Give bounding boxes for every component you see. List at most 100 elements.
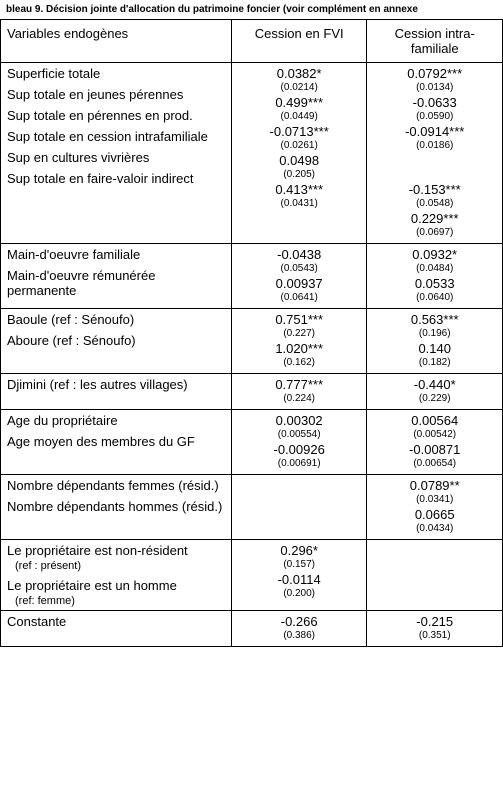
value-cell-col2: 0.0932*(0.0484) 0.0533(0.0640)	[367, 244, 503, 309]
standard-error: (0.0590)	[373, 111, 496, 122]
table-caption: bleau 9. Décision jointe d'allocation du…	[0, 0, 503, 19]
value-cell-col1: 0.00302(0.00554)-0.00926(0.00691)	[231, 410, 367, 475]
value-cell-col2: 0.0789**(0.0341)0.0665(0.0434)	[367, 475, 503, 540]
standard-error: (0.00542)	[373, 429, 496, 440]
variable-label: Sup en cultures vivrières	[7, 150, 225, 165]
variable-cell: Le propriétaire est non-résident (ref : p…	[1, 540, 232, 611]
value-cell-col2: -0.215(0.351)	[367, 611, 503, 647]
coefficient: 0.00937	[238, 276, 361, 291]
coefficient	[238, 211, 361, 226]
header-col2: Cession intra-familiale	[367, 20, 503, 63]
variable-label: Age moyen des membres du GF	[7, 434, 225, 449]
coefficient: 0.00302	[238, 413, 361, 428]
variable-label: Age du propriétaire	[7, 413, 225, 428]
variable-label: Djimini (ref : les autres villages)	[7, 377, 225, 392]
value-cell-col2: 0.563***(0.196)0.140(0.182)	[367, 309, 503, 374]
coefficient: 0.563***	[373, 312, 496, 327]
variable-label: Constante	[7, 614, 225, 629]
standard-error: (0.0449)	[238, 111, 361, 122]
regression-table: Variables endogènes Cession en FVI Cessi…	[0, 19, 503, 647]
coefficient: 0.0789**	[373, 478, 496, 493]
variable-cell: Constante	[1, 611, 232, 647]
standard-error: (0.0543)	[238, 263, 361, 274]
variable-label: Sup totale en pérennes en prod.	[7, 108, 225, 123]
standard-error: (0.196)	[373, 328, 496, 339]
variable-label: Superficie totale	[7, 66, 225, 81]
value-cell-col1: 0.751***(0.227)1.020***(0.162)	[231, 309, 367, 374]
variable-label: Sup totale en jeunes pérennes	[7, 87, 225, 102]
standard-error: (0.0261)	[238, 140, 361, 151]
coefficient: 1.020***	[238, 341, 361, 356]
coefficient: 0.296*	[238, 543, 361, 558]
coefficient: -0.215	[373, 614, 496, 629]
table-row: Age du propriétaire Age moyen des membres…	[1, 410, 503, 475]
table-row: Main-d'oeuvre familiale Main-d'oeuvre rém…	[1, 244, 503, 309]
table-row: Djimini (ref : les autres villages) 0.777…	[1, 374, 503, 410]
standard-error: (0.205)	[238, 169, 361, 180]
standard-error: (0.0214)	[238, 82, 361, 93]
coefficient: 0.751***	[238, 312, 361, 327]
value-cell-col2: -0.440*(0.229)	[367, 374, 503, 410]
table-row: Nombre dépendants femmes (résid.) Nombre …	[1, 475, 503, 540]
standard-error: (0.386)	[238, 630, 361, 641]
standard-error: (0.0548)	[373, 198, 496, 209]
value-cell-col1: 0.777***(0.224)	[231, 374, 367, 410]
variable-ref: (ref: femme)	[15, 595, 225, 607]
coefficient: 0.00564	[373, 413, 496, 428]
standard-error: (0.0431)	[238, 198, 361, 209]
standard-error: (0.00554)	[238, 429, 361, 440]
variable-label: Aboure (ref : Sénoufo)	[7, 333, 225, 348]
standard-error: (0.0697)	[373, 227, 496, 238]
value-cell-col2: 0.00564(0.00542)-0.00871(0.00654)	[367, 410, 503, 475]
variable-label: Le propriétaire est non-résident	[7, 543, 225, 558]
standard-error: (0.162)	[238, 357, 361, 368]
value-cell-col1: -0.0438(0.0543)0.00937(0.0641)	[231, 244, 367, 309]
table-row: Le propriétaire est non-résident (ref : p…	[1, 540, 503, 611]
header-row: Variables endogènes Cession en FVI Cessi…	[1, 20, 503, 63]
value-cell-col2: 0.0792***(0.0134)-0.0633(0.0590)-0.0914*…	[367, 63, 503, 244]
variable-label: Nombre dépendants femmes (résid.)	[7, 478, 225, 493]
table-row: Superficie totale Sup totale en jeunes pé…	[1, 63, 503, 244]
value-cell-col1	[231, 475, 367, 540]
variable-label: Main-d'oeuvre rémunérée permanente	[7, 268, 225, 298]
standard-error: (0.200)	[238, 588, 361, 599]
variable-label: Baoule (ref : Sénoufo)	[7, 312, 225, 327]
coefficient: -0.0713***	[238, 124, 361, 139]
coefficient	[373, 543, 496, 558]
variable-cell: Baoule (ref : Sénoufo) Aboure (ref : Séno…	[1, 309, 232, 374]
standard-error: (0.0484)	[373, 263, 496, 274]
standard-error: (0.351)	[373, 630, 496, 641]
variable-cell: Djimini (ref : les autres villages)	[1, 374, 232, 410]
variable-cell: Nombre dépendants femmes (résid.) Nombre …	[1, 475, 232, 540]
standard-error: (0.229)	[373, 393, 496, 404]
coefficient: 0.0932*	[373, 247, 496, 262]
variable-label: Main-d'oeuvre familiale	[7, 247, 225, 262]
table-row: Baoule (ref : Sénoufo) Aboure (ref : Séno…	[1, 309, 503, 374]
variable-ref: (ref : présent)	[15, 560, 225, 572]
standard-error: (0.0640)	[373, 292, 496, 303]
variable-cell: Main-d'oeuvre familiale Main-d'oeuvre rém…	[1, 244, 232, 309]
coefficient: 0.0792***	[373, 66, 496, 81]
coefficient: -0.266	[238, 614, 361, 629]
variable-label: Sup totale en cession intrafamiliale	[7, 129, 225, 144]
standard-error: (0.182)	[373, 357, 496, 368]
variable-label: Le propriétaire est un homme	[7, 578, 225, 593]
coefficient: 0.499***	[238, 95, 361, 110]
standard-error: (0.0341)	[373, 494, 496, 505]
coefficient: 0.0665	[373, 507, 496, 522]
standard-error: (0.0186)	[373, 140, 496, 151]
coefficient: -0.00871	[373, 442, 496, 457]
standard-error	[238, 494, 361, 505]
variable-label: Sup totale en faire-valoir indirect	[7, 171, 225, 186]
standard-error	[373, 169, 496, 180]
coefficient: -0.00926	[238, 442, 361, 457]
header-variables: Variables endogènes	[1, 20, 232, 63]
coefficient: 0.229***	[373, 211, 496, 226]
coefficient: -0.0633	[373, 95, 496, 110]
standard-error: (0.0641)	[238, 292, 361, 303]
coefficient	[238, 478, 361, 493]
variable-label: Nombre dépendants hommes (résid.)	[7, 499, 225, 514]
coefficient: 0.0533	[373, 276, 496, 291]
value-cell-col2	[367, 540, 503, 611]
standard-error: (0.157)	[238, 559, 361, 570]
